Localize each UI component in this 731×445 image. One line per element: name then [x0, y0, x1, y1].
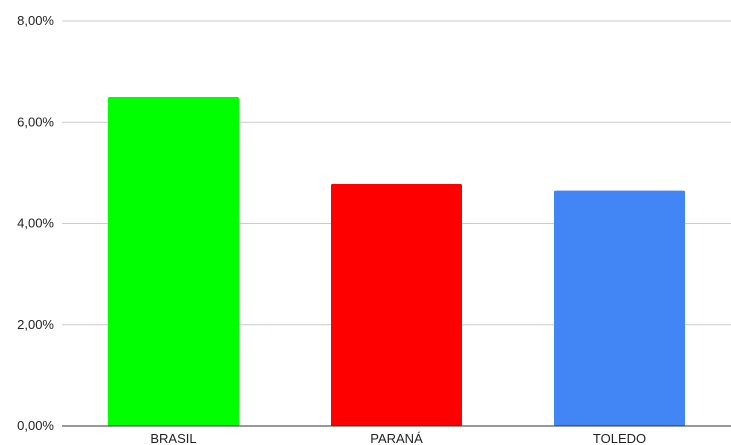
y-tick-label: 2,00% [17, 317, 54, 332]
bar-toledo [554, 190, 685, 426]
bar-paraná [331, 184, 462, 426]
x-category-label: TOLEDO [593, 431, 646, 445]
x-axis-category-labels: BRASIL PARANÁ TOLEDO [150, 431, 646, 445]
x-category-label: PARANÁ [370, 431, 423, 445]
y-tick-label: 0,00% [17, 418, 54, 433]
y-tick-label: 8,00% [17, 13, 54, 28]
x-category-label: BRASIL [150, 431, 196, 445]
y-tick-label: 6,00% [17, 114, 54, 129]
bars [108, 96, 685, 426]
y-tick-label: 4,00% [17, 216, 54, 231]
bar-brasil [108, 96, 239, 426]
y-axis-tick-labels: 0,00% 2,00% 4,00% 6,00% 8,00% [17, 13, 54, 433]
